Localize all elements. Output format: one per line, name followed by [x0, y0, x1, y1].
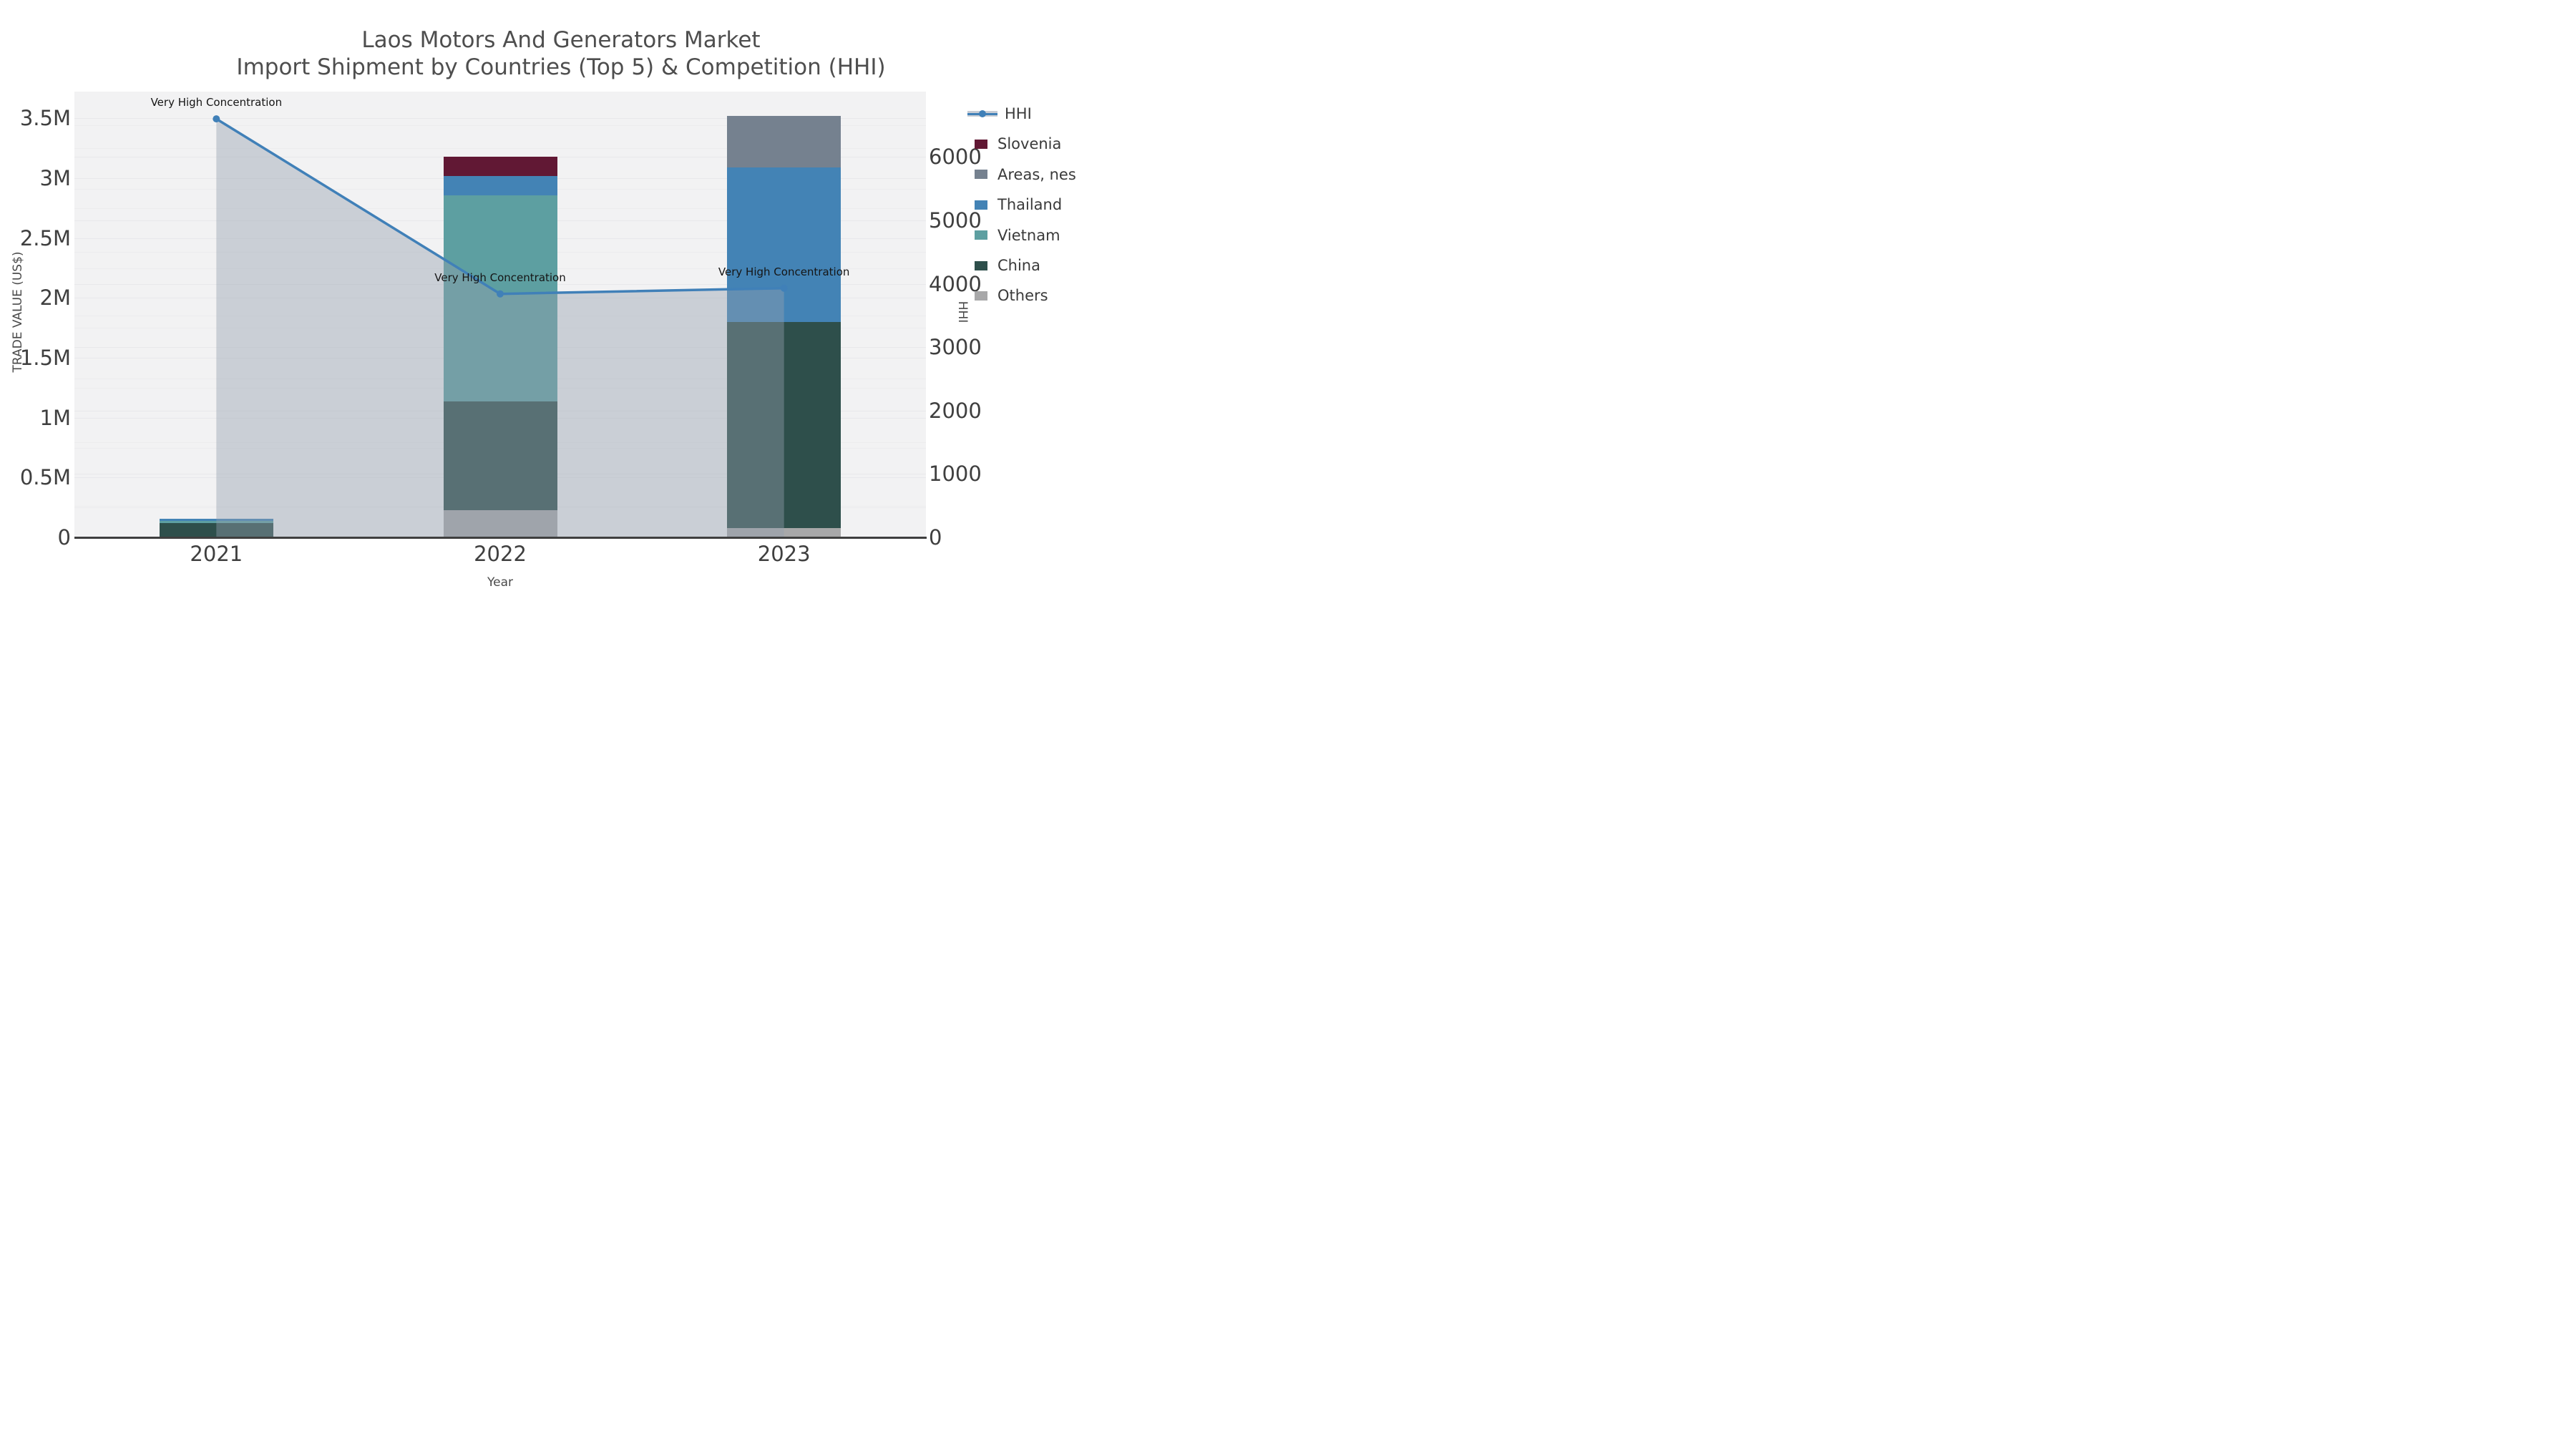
legend-label: HHI	[1005, 105, 1032, 122]
thailand-swatch	[975, 200, 987, 210]
x-tick-label: 2022	[474, 542, 527, 566]
bar-segment-slovenia	[443, 157, 557, 176]
legend-label: China	[997, 257, 1040, 274]
legend-item-china: China	[967, 256, 1040, 275]
legend-item-others: Others	[967, 286, 1048, 305]
bar-segment-thailand	[727, 167, 841, 322]
legend-label: Others	[997, 287, 1048, 305]
areas-nes-swatch	[975, 170, 987, 180]
slovenia-swatch	[975, 139, 987, 149]
x-tick-label: 2023	[757, 542, 811, 566]
bar-segment-areas-nes	[727, 115, 841, 167]
legend-item-thailand: Thailand	[967, 195, 1062, 214]
y-left-tick-label: 0	[57, 525, 71, 550]
y-right-tick-label: 2000	[929, 398, 982, 423]
y-right-tick-label: 6000	[929, 145, 982, 170]
legend-label: Vietnam	[997, 226, 1060, 244]
y-left-tick-label: 1.5M	[19, 346, 71, 371]
y-left-tick-label: 2.5M	[19, 225, 71, 250]
vietnam-swatch	[975, 230, 987, 240]
bar-segment-thailand	[443, 175, 557, 195]
y-right-tick-label: 0	[929, 525, 942, 550]
legend-item-slovenia: Slovenia	[967, 135, 1061, 153]
chart-title-line2: Import Shipment by Countries (Top 5) & C…	[236, 54, 886, 80]
hhi-annotation: Very High Concentration	[718, 265, 850, 278]
y-right-tick-label: 4000	[929, 271, 982, 296]
bar-segment-others	[443, 510, 557, 537]
china-swatch	[975, 260, 987, 270]
y-left-tick-label: 2M	[39, 286, 71, 311]
bar-segment-others	[727, 527, 841, 537]
legend-item-vietnam: Vietnam	[967, 226, 1060, 245]
hhi-legend-marker	[979, 110, 986, 117]
bar-segment-vietnam	[443, 195, 557, 402]
x-tick-label: 2021	[190, 542, 243, 566]
y-axis-left-title: TRADE VALUE (US$)	[11, 251, 25, 373]
legend-item-areas-nes: Areas, nes	[967, 165, 1076, 184]
y-right-tick-label: 1000	[929, 462, 982, 487]
y-left-tick-label: 3M	[39, 166, 71, 191]
y-left-tick-label: 0.5M	[19, 465, 71, 490]
chart-figure: Laos Motors And Generators Market Import…	[0, 0, 1122, 631]
legend-item-hhi: HHI	[967, 104, 1032, 123]
hhi-annotation: Very High Concentration	[150, 96, 283, 109]
plot-area: Very High Concentration Very High Concent…	[74, 92, 926, 537]
legend-label: Thailand	[997, 196, 1063, 214]
y-right-tick-label: 5000	[929, 208, 982, 233]
y-left-tick-label: 3.5M	[19, 106, 71, 131]
bar-segment-vietnam	[159, 521, 273, 523]
x-axis-title: Year	[487, 575, 513, 590]
chart-title-line1: Laos Motors And Generators Market	[361, 27, 761, 53]
y-left-tick-label: 1M	[39, 405, 71, 430]
bar-segment-china	[443, 401, 557, 511]
x-axis-line	[74, 537, 927, 539]
hhi-legend-sample	[967, 109, 997, 119]
bar-segment-china	[727, 321, 841, 528]
y-right-tick-label: 3000	[929, 335, 982, 360]
hhi-annotation: Very High Concentration	[434, 270, 566, 284]
bar-segment-thailand	[159, 519, 273, 522]
bar-segment-china	[159, 522, 273, 537]
legend-label: Areas, nes	[997, 165, 1076, 183]
others-swatch	[975, 291, 987, 301]
legend-label: Slovenia	[997, 135, 1062, 153]
